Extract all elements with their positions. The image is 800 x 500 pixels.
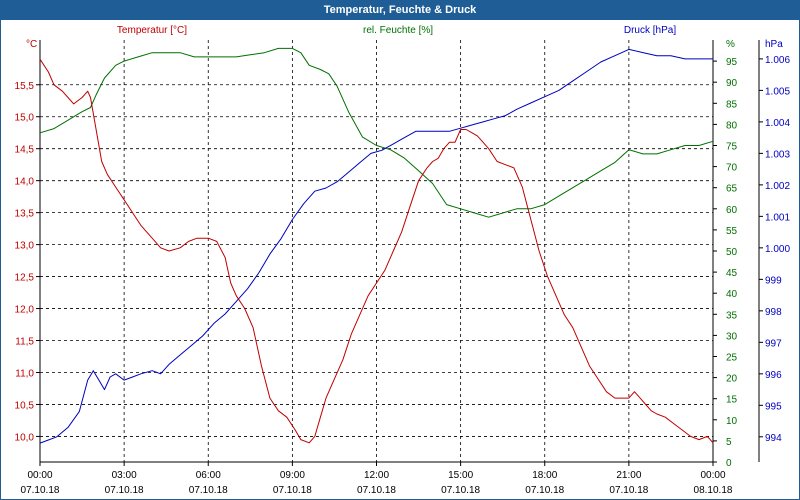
temp-tick-label: 13,5	[15, 209, 35, 220]
x-tick-date: 07.10.18	[273, 485, 312, 496]
humidity-tick-label: 0	[726, 458, 732, 469]
axis-lines	[36, 40, 763, 466]
temp-tick-label: 11,5	[15, 337, 34, 348]
humidity-tick-label: 65	[726, 184, 738, 195]
x-tick-date: 08.10.18	[694, 485, 733, 496]
x-tick-date: 07.10.18	[525, 485, 564, 496]
temp-tick-label: 10,0	[15, 432, 35, 443]
temp-tick-label: 10,5	[15, 400, 35, 411]
pressure-series-line	[39, 48, 713, 444]
pressure-tick-label: 995	[765, 401, 782, 412]
x-tick-date: 07.10.18	[105, 485, 144, 496]
temp-tick-label: 11,0	[15, 368, 34, 379]
humidity-tick-label: 85	[726, 99, 738, 110]
humidity-tick-label: 80	[726, 120, 738, 131]
x-tick-time: 15:00	[448, 470, 473, 481]
humidity-tick-label: 25	[726, 353, 738, 364]
pressure-unit-label: hPa	[765, 39, 783, 50]
humidity-tick-label: 40	[726, 289, 738, 300]
axis-labels: 00:00 07.10.18 03:00 07.10.18 06:00 07.10.18 0…	[15, 25, 791, 496]
temp-unit-label: °C	[26, 39, 37, 50]
humidity-series-line	[39, 47, 714, 218]
temp-tick-label: 14,0	[15, 177, 35, 188]
temp-tick-label: 15,5	[15, 81, 35, 92]
x-tick-time: 00:00	[700, 470, 725, 481]
humidity-tick-label: 5	[726, 437, 732, 448]
temp-tick-label: 12,5	[15, 273, 35, 284]
x-tick-time: 12:00	[364, 470, 389, 481]
pressure-tick-label: 999	[765, 275, 782, 286]
series-lines	[39, 47, 714, 444]
x-tick-date: 07.10.18	[609, 485, 648, 496]
pressure-tick-label: 996	[765, 370, 782, 381]
pressure-tick-label: 1.006	[765, 55, 790, 66]
pressure-tick-label: 1.003	[765, 149, 790, 160]
pressure-tick-label: 1.001	[765, 212, 790, 223]
x-tick-date: 07.10.18	[21, 485, 60, 496]
x-tick-date: 07.10.18	[441, 485, 480, 496]
x-tick-date: 07.10.18	[357, 485, 396, 496]
x-tick-time: 21:00	[616, 470, 641, 481]
x-tick-time: 00:00	[27, 470, 52, 481]
x-tick-time: 18:00	[532, 470, 557, 481]
temp-axis-title: Temperatur [°C]	[117, 25, 187, 36]
humidity-axis-title: rel. Feuchte [%]	[363, 25, 433, 36]
humidity-tick-label: 90	[726, 78, 738, 89]
humidity-tick-label: 55	[726, 226, 738, 237]
pressure-tick-label: 994	[765, 433, 782, 444]
humidity-tick-label: 45	[726, 268, 738, 279]
humidity-tick-label: 70	[726, 163, 738, 174]
pressure-tick-label: 1.005	[765, 86, 790, 97]
humidity-tick-label: 10	[726, 416, 738, 427]
pressure-tick-label: 1.002	[765, 181, 790, 192]
humidity-tick-label: 50	[726, 247, 738, 258]
humidity-tick-label: 75	[726, 142, 738, 153]
pressure-tick-label: 1.000	[765, 244, 790, 255]
temperature-series-line	[39, 58, 714, 444]
temp-tick-label: 12,0	[15, 305, 35, 316]
x-tick-time: 03:00	[112, 470, 137, 481]
humidity-unit-label: %	[726, 39, 735, 50]
humidity-tick-label: 20	[726, 374, 738, 385]
humidity-tick-label: 30	[726, 331, 738, 342]
x-tick-date: 07.10.18	[189, 485, 228, 496]
temp-tick-label: 15,0	[15, 113, 35, 124]
humidity-tick-label: 35	[726, 310, 738, 321]
chart-title: Temperatur, Feuchte & Druck	[1, 1, 799, 20]
grid-lines	[40, 40, 713, 462]
humidity-tick-label: 95	[726, 57, 738, 68]
temp-tick-label: 14,5	[15, 145, 35, 156]
humidity-tick-label: 60	[726, 205, 738, 216]
x-tick-time: 09:00	[280, 470, 305, 481]
temp-tick-label: 13,0	[15, 241, 35, 252]
x-tick-time: 06:00	[196, 470, 221, 481]
pressure-tick-label: 1.004	[765, 118, 790, 129]
humidity-tick-label: 15	[726, 395, 738, 406]
pressure-tick-label: 997	[765, 338, 782, 349]
pressure-tick-label: 998	[765, 307, 782, 318]
pressure-axis-title: Druck [hPa]	[624, 25, 676, 36]
